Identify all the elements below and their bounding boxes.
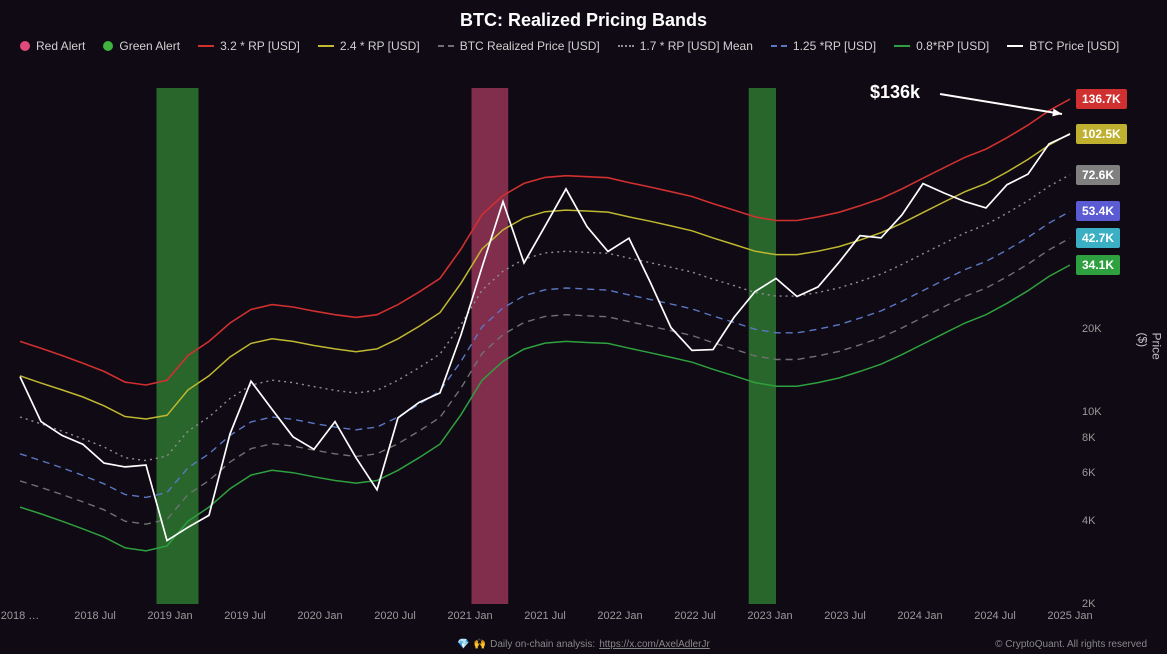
footer-copyright: © CryptoQuant. All rights reserved xyxy=(995,639,1147,650)
x-tick-label: 2024 Jan xyxy=(897,610,942,622)
x-tick-label: 2019 Jan xyxy=(147,610,192,622)
y-tick-label: 8K xyxy=(1082,432,1095,444)
x-tick-label: 2025 Jan xyxy=(1047,610,1092,622)
x-tick-label: 2020 Jul xyxy=(374,610,416,622)
y-axis-title: Price ($) xyxy=(1136,332,1164,367)
x-tick-label: 2019 Jul xyxy=(224,610,266,622)
x-tick-label: 2020 Jan xyxy=(297,610,342,622)
footer-link[interactable]: https://x.com/AxelAdlerJr xyxy=(599,639,710,650)
y-tick-label: 6K xyxy=(1082,467,1095,479)
y-tick-label: 20K xyxy=(1082,323,1102,335)
x-tick-label: 2018 … xyxy=(1,610,40,622)
price-tag: 42.7K xyxy=(1076,228,1120,248)
x-tick-label: 2021 Jan xyxy=(447,610,492,622)
y-tick-label: 4K xyxy=(1082,515,1095,527)
x-tick-label: 2022 Jan xyxy=(597,610,642,622)
price-tag: 72.6K xyxy=(1076,165,1120,185)
price-tag: 53.4K xyxy=(1076,201,1120,221)
x-tick-label: 2023 Jul xyxy=(824,610,866,622)
annotation-136k: $136k xyxy=(870,82,920,103)
x-tick-label: 2022 Jul xyxy=(674,610,716,622)
x-tick-label: 2021 Jul xyxy=(524,610,566,622)
price-tag: 136.7K xyxy=(1076,89,1127,109)
y-tick-label: 10K xyxy=(1082,406,1102,418)
x-tick-label: 2024 Jul xyxy=(974,610,1016,622)
x-tick-label: 2023 Jan xyxy=(747,610,792,622)
chart-canvas xyxy=(0,0,1167,654)
footer: 💎 🙌 Daily on-chain analysis: https://x.c… xyxy=(0,639,1167,650)
price-tag: 102.5K xyxy=(1076,124,1127,144)
x-tick-label: 2018 Jul xyxy=(74,610,116,622)
footer-text: Daily on-chain analysis: xyxy=(490,639,595,650)
diamond-icon: 💎 xyxy=(457,639,469,650)
hands-icon: 🙌 xyxy=(474,639,486,650)
price-tag: 34.1K xyxy=(1076,255,1120,275)
y-tick-label: 2K xyxy=(1082,598,1095,610)
footer-center: 💎 🙌 Daily on-chain analysis: https://x.c… xyxy=(457,639,710,650)
